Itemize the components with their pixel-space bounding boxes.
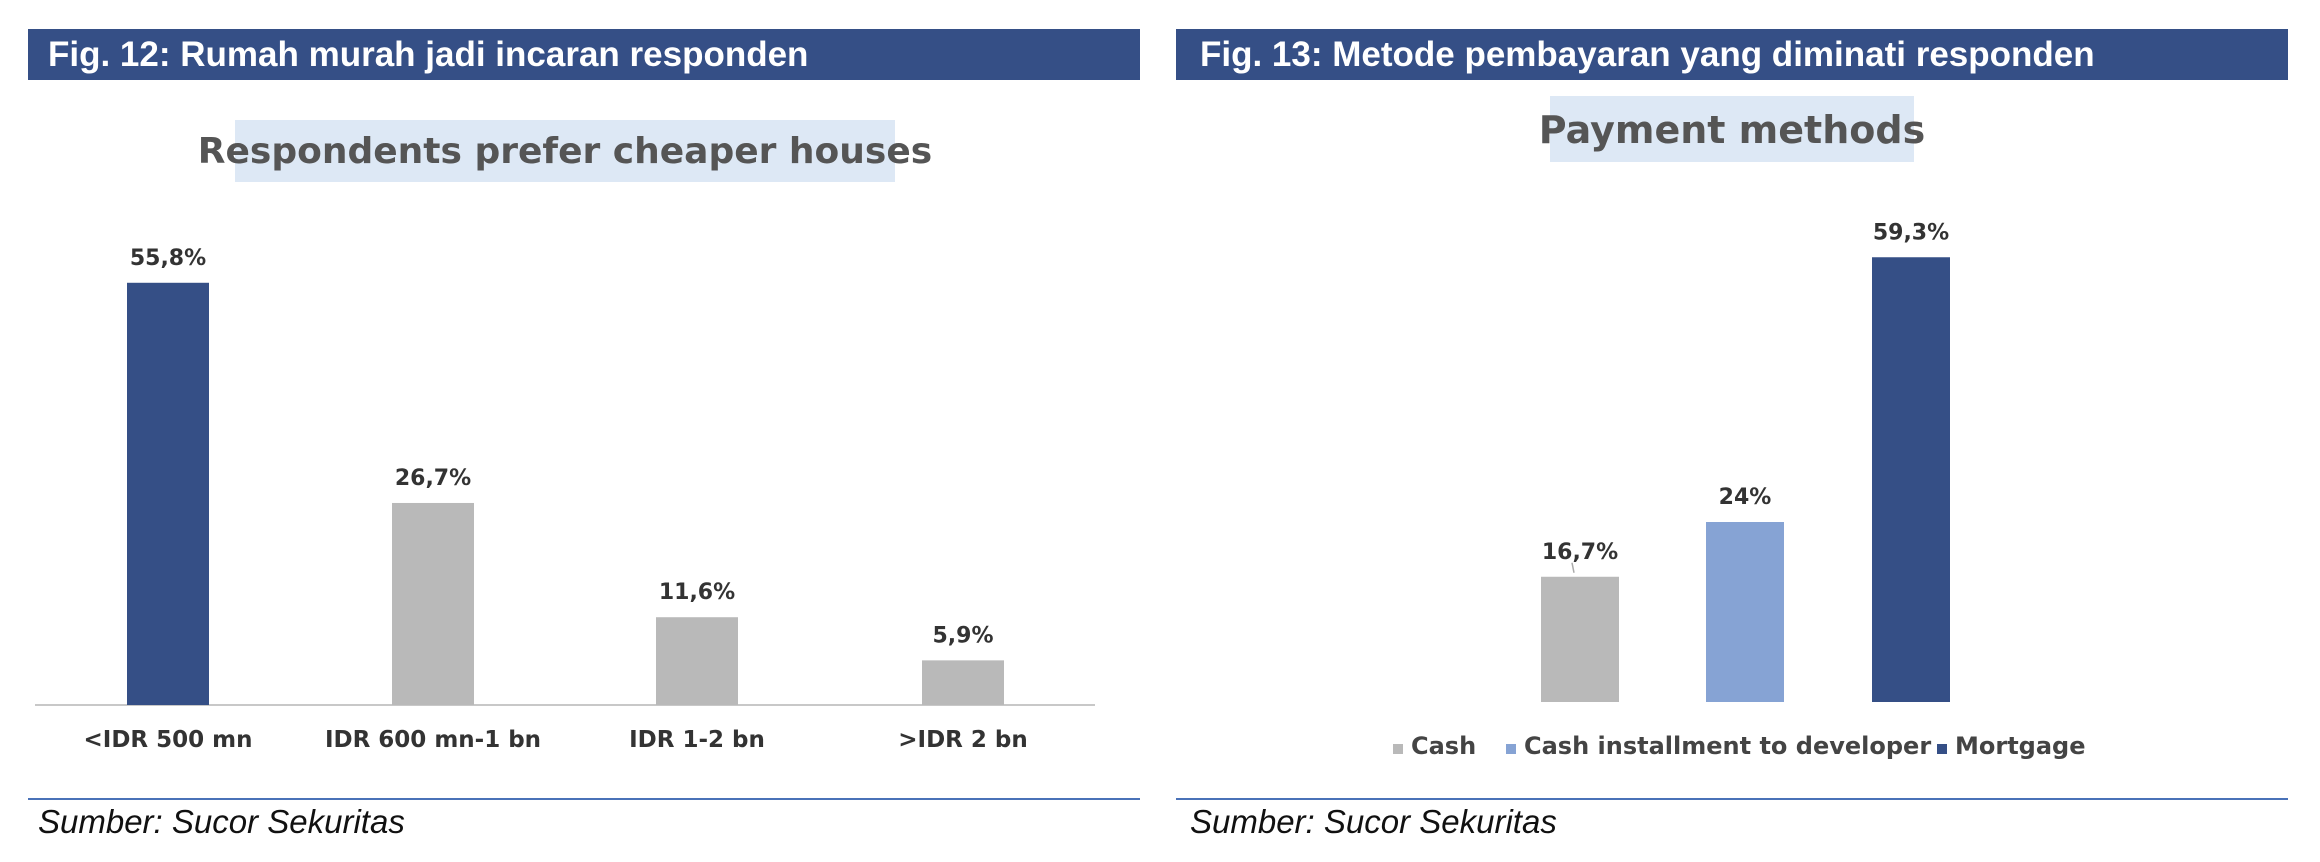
figure-12-panel: Fig. 12: Rumah murah jadi incaran respon… [28, 29, 1140, 840]
chart-title: Respondents prefer cheaper houses [198, 131, 932, 172]
category-label-1: IDR 600 mn-1 bn [325, 727, 541, 753]
legend-swatch-2 [1937, 744, 1947, 754]
bar-value-label-2: 11,6% [659, 580, 735, 605]
bar-0 [127, 282, 209, 705]
leader-line [1571, 562, 1575, 573]
figure-12-chart: Respondents prefer cheaper houses 55,8% <I… [35, 120, 1095, 753]
bar-1 [1706, 522, 1784, 702]
bar-3 [922, 660, 1004, 705]
category-label-2: IDR 1-2 bn [629, 727, 765, 753]
figure-13-header: Fig. 13: Metode pembayaran yang diminati… [1176, 29, 2288, 80]
bar-2 [1872, 257, 1950, 702]
figure-12-header: Fig. 12: Rumah murah jadi incaran respon… [28, 29, 1140, 80]
chart-title-box [235, 120, 895, 182]
bar-value-label-2: 59,3% [1873, 220, 1949, 245]
figure-12-source-divider [28, 798, 1140, 800]
bar-0 [1541, 576, 1619, 702]
figure-12-source: Sumber: Sucor Sekuritas [38, 803, 405, 840]
bar-value-label-3: 5,9% [932, 623, 993, 648]
figure-13-source: Sumber: Sucor Sekuritas [1190, 803, 1557, 840]
figure-13-source-divider [1176, 798, 2288, 800]
bar-value-label-1: 24% [1719, 485, 1772, 510]
bar-2 [656, 617, 738, 705]
bar-1 [392, 502, 474, 705]
figure-13-chart: Payment methods 16,7% 24% 59,3% Cash Cash ins… [1393, 96, 2086, 760]
legend-label-0: Cash [1411, 732, 1476, 760]
legend-swatch-1 [1506, 744, 1516, 754]
legend-label-1: Cash installment to developer [1524, 732, 1931, 760]
bar-value-label-0: 55,8% [130, 246, 206, 271]
bar-value-label-1: 26,7% [395, 466, 471, 491]
category-label-0: <IDR 500 mn [84, 727, 253, 753]
legend-label-2: Mortgage [1955, 732, 2086, 760]
category-label-3: >IDR 2 bn [898, 727, 1028, 753]
legend-swatch-0 [1393, 744, 1403, 754]
chart-title-box [1550, 96, 1914, 162]
chart-title: Payment methods [1539, 108, 1925, 152]
figure-13-panel: Fig. 13: Metode pembayaran yang diminati… [1160, 0, 2320, 862]
bar-value-label-0: 16,7% [1542, 540, 1618, 565]
